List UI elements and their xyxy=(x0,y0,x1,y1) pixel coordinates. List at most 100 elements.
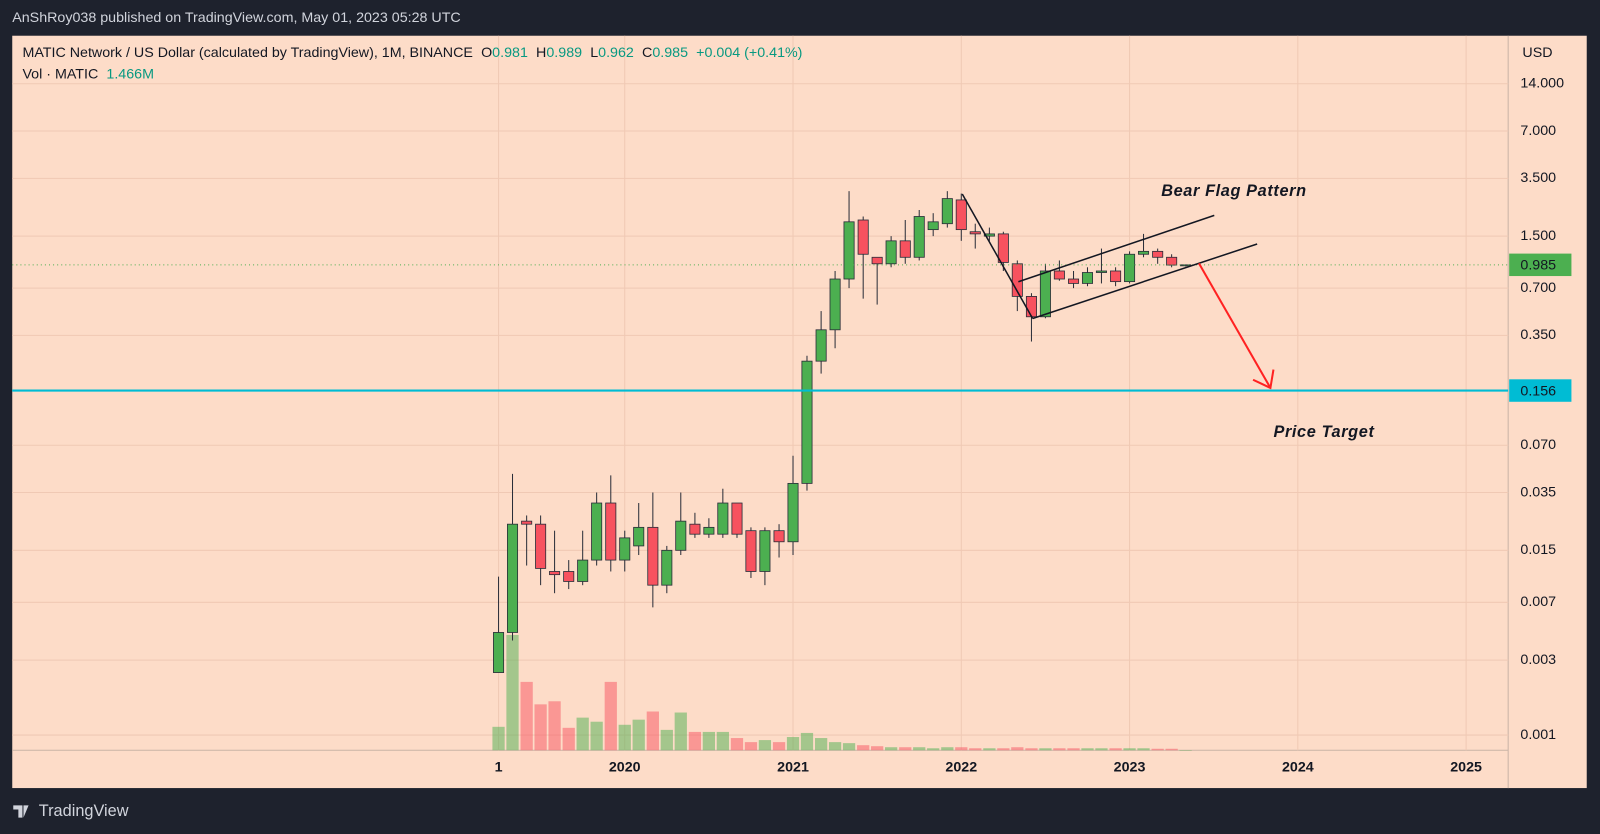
volume-bar xyxy=(871,746,884,751)
candle-body xyxy=(759,530,771,572)
volume-bar xyxy=(955,747,968,751)
x-tick-label: 2024 xyxy=(1282,759,1314,775)
y-tick-label: 0.035 xyxy=(1520,484,1556,500)
legend-header: MATIC Network / US Dollar (calculated by… xyxy=(22,45,802,61)
volume-title: Vol · MATIC xyxy=(22,66,98,82)
candle-body xyxy=(843,221,855,280)
volume-bar xyxy=(520,681,533,751)
candle-body xyxy=(1166,256,1178,266)
volume-bar xyxy=(1151,748,1164,751)
price-level-badge xyxy=(1509,379,1572,402)
candle-body xyxy=(563,571,575,582)
volume-bar xyxy=(660,729,673,751)
candle-body xyxy=(955,199,967,231)
candle-body xyxy=(619,537,631,561)
last-price-label: 0.985 xyxy=(1520,258,1556,274)
candle-body xyxy=(829,278,841,331)
candle-body xyxy=(983,233,995,237)
ohlc-value: 0.985 xyxy=(652,45,688,61)
target-arrow xyxy=(1198,262,1272,389)
volume-bar xyxy=(842,743,856,751)
flag-lower xyxy=(1032,243,1258,320)
volume-value: 1.466M xyxy=(106,66,154,82)
candle-body xyxy=(927,221,939,231)
volume-bar xyxy=(1081,748,1094,751)
volume-bar xyxy=(576,717,589,751)
volume-bar xyxy=(562,727,575,751)
candle-body xyxy=(1081,272,1093,284)
volume-bar xyxy=(772,742,786,751)
drawings xyxy=(961,193,1275,390)
volume-bar xyxy=(1179,750,1192,751)
x-tick-label: 2020 xyxy=(609,759,641,775)
candle-body xyxy=(535,523,547,569)
volume-bar xyxy=(1137,748,1150,751)
candle-body xyxy=(647,526,659,586)
volume-bar xyxy=(688,731,702,751)
y-tick-label: 0.350 xyxy=(1520,327,1556,343)
y-tick-label: 7.000 xyxy=(1520,123,1556,139)
volume-bar xyxy=(899,747,912,751)
flag-upper xyxy=(1018,214,1215,283)
volume-bar xyxy=(913,747,926,751)
last-price-badge xyxy=(1509,253,1572,277)
volume-pane xyxy=(492,634,1192,751)
candle-body xyxy=(941,198,953,225)
volume-bar xyxy=(744,742,758,751)
volume-bar xyxy=(674,712,687,751)
candle-body xyxy=(605,502,617,561)
volume-bar xyxy=(548,701,561,751)
candle-body xyxy=(787,482,799,543)
candle-body xyxy=(969,231,981,235)
candle-body xyxy=(521,520,533,525)
candle-body xyxy=(899,240,911,258)
candle-body xyxy=(717,502,729,535)
candle-body xyxy=(1138,250,1150,255)
ohlc-letter: O xyxy=(481,45,492,61)
candle-body xyxy=(885,240,897,265)
volume-bar xyxy=(702,731,716,751)
volume-bar xyxy=(800,732,814,751)
volume-bar xyxy=(632,719,645,751)
ohlc-letter: L xyxy=(590,45,598,61)
candle-body xyxy=(703,526,715,535)
volume-bar xyxy=(786,737,800,751)
candle-body xyxy=(1095,270,1107,273)
y-tick-label: 0.007 xyxy=(1520,594,1556,610)
volume-bar xyxy=(1123,748,1136,751)
volume-bar xyxy=(983,748,996,751)
y-tick-label: 0.003 xyxy=(1520,652,1556,668)
volume-bar xyxy=(506,634,519,751)
volume-bar xyxy=(941,747,954,751)
x-tick-label: 2022 xyxy=(945,759,977,775)
candle-body xyxy=(577,559,589,582)
y-tick-label: 0.070 xyxy=(1520,437,1556,453)
candle-body xyxy=(857,219,869,255)
candle-body xyxy=(1068,278,1080,284)
x-tick-label: 2025 xyxy=(1450,759,1482,775)
volume-bar xyxy=(969,748,982,751)
ohlc-letter: H xyxy=(536,45,546,61)
candle-body xyxy=(591,502,603,561)
candle-body xyxy=(997,233,1009,263)
volume-bar xyxy=(1109,748,1122,751)
candle-body xyxy=(633,526,645,547)
volume-bar xyxy=(534,704,547,751)
currency: USD xyxy=(1522,45,1552,61)
candle-body xyxy=(815,329,827,362)
volume-bar xyxy=(646,711,659,751)
volume-bar xyxy=(492,726,505,751)
volume-bar xyxy=(857,745,870,751)
volume-bar xyxy=(604,681,617,751)
chart-background xyxy=(12,35,1587,789)
candle-body xyxy=(507,523,519,633)
candle-body xyxy=(773,530,785,543)
annotation: Bear Flag Pattern xyxy=(1161,182,1306,200)
y-tick-label: 1.500 xyxy=(1520,228,1556,244)
publisher: AnShRoy038 published on TradingView.com,… xyxy=(12,10,461,26)
candle-body xyxy=(689,523,701,535)
candle-body xyxy=(731,502,743,535)
volume-bar xyxy=(758,740,772,751)
